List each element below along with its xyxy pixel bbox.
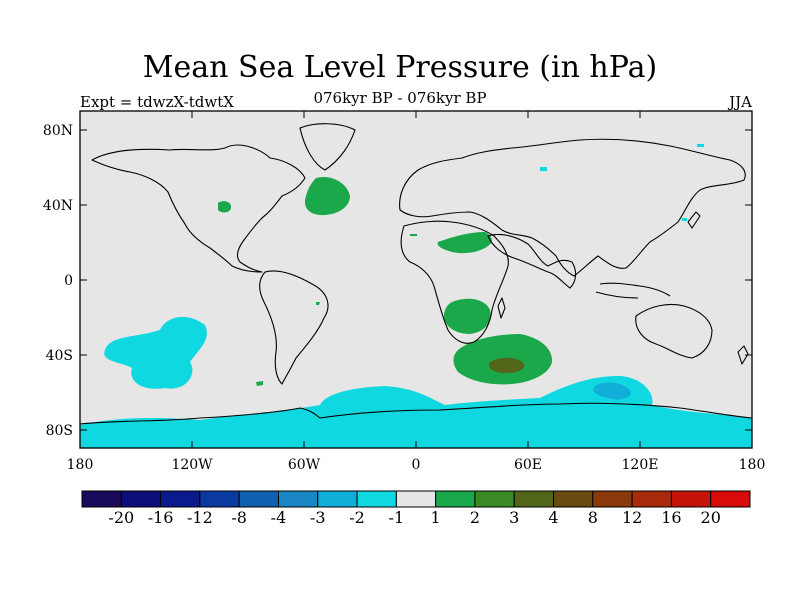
colorbar-cell — [238, 490, 279, 508]
colorbar-label: -20 — [108, 508, 134, 527]
coast-arabia-india — [487, 233, 577, 289]
colorbar-label: -8 — [231, 508, 247, 527]
colorbar-cell — [120, 490, 162, 508]
colorbar-labels: -20 -16 -12 -8 -4 -3 -2 -1 1 2 3 4 8 12 16 20 — [108, 508, 720, 527]
coast-africa — [400, 220, 509, 344]
contour-speckle-south-america — [256, 381, 263, 386]
y-tick-label: 80S — [46, 423, 73, 439]
colorbar-cell — [513, 490, 555, 508]
colorbar-cell — [592, 490, 633, 508]
contour-north-africa — [437, 232, 492, 254]
colorbar-cell — [317, 490, 358, 508]
colorbar-label: 3 — [509, 508, 519, 527]
x-tick-label: 120E — [622, 457, 659, 473]
season-label: JJA — [729, 93, 752, 111]
contour-speckle-siberia — [540, 167, 547, 171]
coast-europe-asia — [399, 138, 746, 277]
y-tick-labels: 80N 40N 0 40S 80S — [43, 123, 73, 439]
colorbar-cell — [199, 490, 240, 508]
x-tick-label: 0 — [412, 457, 421, 473]
colorbar-cell — [160, 490, 201, 508]
contour-south-indian-core — [488, 357, 525, 374]
contour-fills — [80, 144, 752, 448]
colorbar-cell — [81, 490, 122, 508]
coast-australia — [635, 303, 713, 359]
coast-south-america — [259, 270, 329, 385]
y-tick-marks — [80, 129, 752, 431]
contour-speckle-pacific — [682, 218, 687, 221]
coast-north-america — [91, 144, 306, 273]
colorbar-label: -2 — [349, 508, 365, 527]
contour-speckle-north-africa — [410, 234, 417, 236]
colorbar-cell — [670, 490, 712, 508]
x-tick-labels: 180 120W 60W 0 60E 120E 180 — [67, 457, 766, 473]
x-tick-label: 180 — [739, 457, 766, 473]
colorbar-label: 4 — [548, 508, 558, 527]
contour-speckle-arctic — [697, 144, 704, 147]
colorbar-cell — [395, 490, 437, 508]
y-tick-label: 0 — [64, 273, 73, 289]
colorbar-cell — [474, 490, 515, 508]
contour-west-atlantic-small — [218, 201, 232, 213]
contour-southern-ocean-core — [593, 382, 631, 400]
coast-new-zealand — [737, 345, 749, 365]
coast-madagascar — [497, 297, 506, 319]
y-tick-label: 40S — [46, 348, 73, 364]
colorbar — [81, 490, 751, 508]
colorbar-label: -3 — [310, 508, 326, 527]
x-tick-label: 60E — [514, 457, 542, 473]
contour-speckle-tropical-atlantic — [316, 302, 320, 305]
colorbar-cell — [710, 490, 751, 508]
x-tick-label: 120W — [171, 457, 213, 473]
contour-north-atlantic — [304, 176, 350, 216]
contour-southern-africa — [443, 298, 491, 334]
colorbar-cell — [553, 490, 594, 508]
coast-antarctica — [79, 402, 753, 425]
chart-title: Mean Sea Level Pressure (in hPa) — [142, 50, 658, 85]
colorbar-cell — [277, 490, 319, 508]
colorbar-label: -16 — [148, 508, 174, 527]
x-tick-label: 60W — [288, 457, 321, 473]
colorbar-label: 12 — [622, 508, 642, 527]
colorbar-cell — [356, 490, 397, 508]
x-tick-label: 180 — [67, 457, 94, 473]
colorbar-label: 2 — [470, 508, 480, 527]
y-tick-label: 40N — [43, 198, 73, 214]
coast-indonesia — [595, 282, 671, 299]
colorbar-cell — [631, 490, 672, 508]
colorbar-label: -4 — [271, 508, 287, 527]
colorbar-label: 1 — [431, 508, 441, 527]
colorbar-label: -1 — [389, 508, 405, 527]
contour-antarctic-belt — [80, 375, 752, 448]
coastlines — [79, 123, 753, 425]
colorbar-cell — [435, 490, 476, 508]
contour-south-pacific — [104, 316, 207, 389]
colorbar-label: 20 — [701, 508, 721, 527]
coast-greenland — [299, 123, 356, 171]
x-tick-marks — [79, 111, 753, 448]
period-label: 076kyr BP - 076kyr BP — [313, 89, 487, 107]
colorbar-label: 16 — [661, 508, 681, 527]
y-tick-label: 80N — [43, 123, 73, 139]
coast-japan — [687, 211, 701, 229]
colorbar-label: 8 — [588, 508, 598, 527]
experiment-label: Expt = tdwzX-tdwtX — [80, 93, 234, 111]
colorbar-label: -12 — [187, 508, 213, 527]
